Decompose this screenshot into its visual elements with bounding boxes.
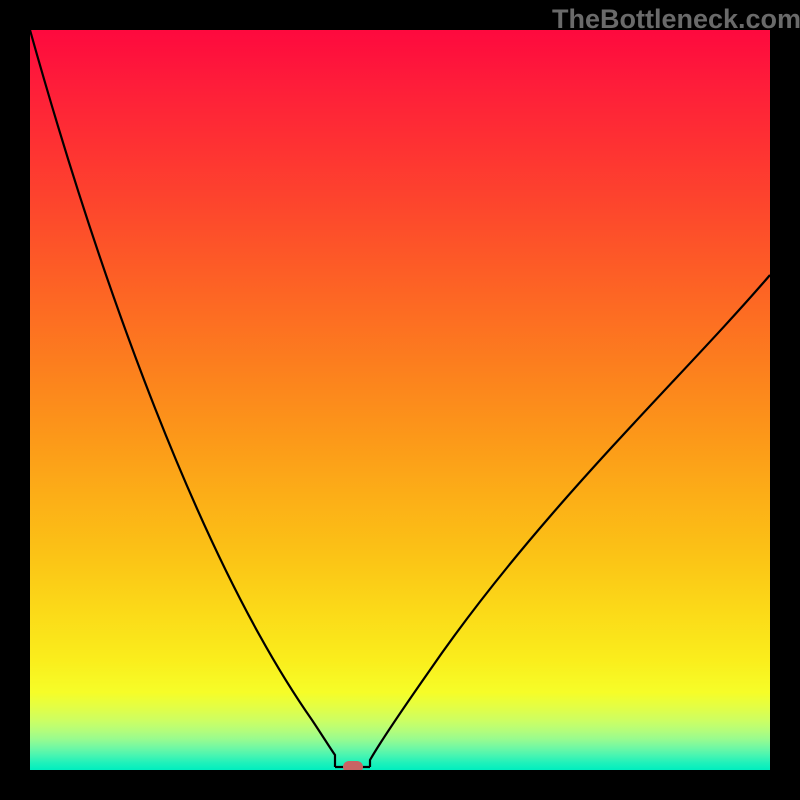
frame-bottom	[0, 770, 800, 800]
plot-background	[30, 30, 770, 770]
frame-right	[770, 0, 800, 800]
chart-svg	[0, 0, 800, 800]
frame-left	[0, 0, 30, 800]
watermark-text: TheBottleneck.com	[552, 4, 800, 35]
